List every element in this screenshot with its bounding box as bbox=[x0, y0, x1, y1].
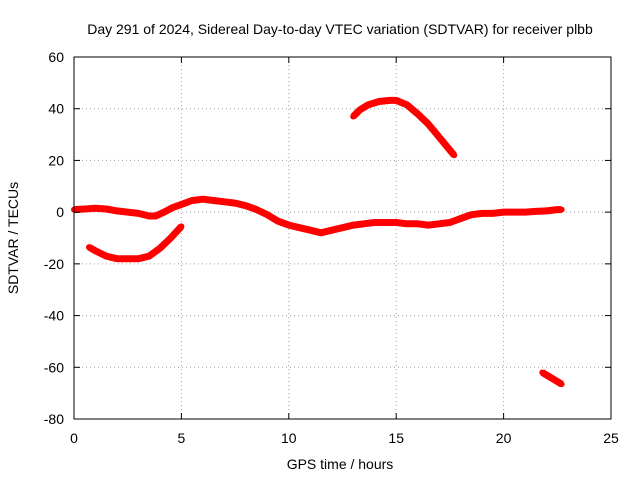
data-point bbox=[403, 220, 410, 227]
data-point bbox=[242, 202, 249, 209]
data-series bbox=[71, 96, 565, 388]
data-point bbox=[382, 219, 389, 226]
y-tick-label: -60 bbox=[44, 359, 64, 375]
grid-lines bbox=[74, 57, 611, 419]
data-point bbox=[446, 147, 453, 154]
data-point bbox=[489, 210, 496, 217]
y-axis-label: SDTVAR / TECUs bbox=[5, 182, 21, 294]
data-point bbox=[253, 206, 260, 213]
data-point bbox=[468, 211, 475, 218]
data-point bbox=[350, 113, 357, 120]
data-point bbox=[414, 220, 421, 227]
x-tick-label: 5 bbox=[178, 430, 186, 446]
y-tick-label: -20 bbox=[44, 256, 64, 272]
y-tick-label: -40 bbox=[44, 308, 64, 324]
data-point bbox=[210, 197, 217, 204]
data-point bbox=[156, 245, 163, 252]
x-tick-label: 0 bbox=[70, 430, 78, 446]
data-point bbox=[558, 206, 565, 213]
chart-title: Day 291 of 2024, Sidereal Day-to-day VTE… bbox=[87, 21, 593, 37]
tick-labels: 0 5 10 15 20 25 -80 -60 -40 -20 0 20 40 60 bbox=[44, 49, 619, 446]
x-axis-label: GPS time / hours bbox=[287, 456, 394, 472]
plot-frame bbox=[73, 56, 612, 420]
data-point bbox=[522, 209, 529, 216]
data-point bbox=[103, 206, 110, 212]
data-point bbox=[135, 255, 142, 262]
y-tick-label: 0 bbox=[56, 204, 64, 220]
data-point bbox=[539, 369, 546, 376]
data-point bbox=[446, 219, 453, 226]
data-point bbox=[532, 208, 539, 215]
data-point bbox=[371, 219, 378, 226]
data-point bbox=[167, 235, 174, 241]
data-point bbox=[386, 97, 393, 104]
y-tick-label: 20 bbox=[48, 152, 64, 168]
data-point bbox=[403, 101, 410, 108]
x-tick-label: 25 bbox=[603, 430, 619, 446]
data-point bbox=[356, 107, 363, 113]
data-point bbox=[114, 207, 120, 214]
data-point bbox=[189, 197, 196, 204]
data-point bbox=[543, 207, 550, 214]
data-point bbox=[285, 222, 292, 229]
tick-marks bbox=[73, 56, 612, 420]
data-point bbox=[275, 218, 282, 225]
data-point bbox=[511, 209, 518, 216]
data-point bbox=[169, 204, 176, 211]
x-tick-label: 10 bbox=[281, 430, 297, 446]
data-point bbox=[92, 247, 99, 254]
data-point bbox=[103, 253, 110, 260]
data-point bbox=[178, 201, 185, 208]
data-point bbox=[393, 97, 400, 104]
data-point bbox=[365, 101, 372, 108]
data-point bbox=[124, 209, 131, 216]
data-point bbox=[339, 224, 346, 231]
data-point bbox=[558, 381, 565, 388]
data-point bbox=[350, 222, 357, 229]
data-point bbox=[425, 121, 432, 128]
data-point bbox=[414, 110, 421, 117]
data-point bbox=[199, 196, 206, 203]
data-point bbox=[81, 206, 88, 212]
data-point bbox=[436, 220, 443, 227]
y-tick-label: -80 bbox=[44, 411, 64, 427]
data-point bbox=[451, 152, 458, 159]
data-point bbox=[376, 98, 382, 105]
data-point bbox=[296, 224, 303, 231]
data-point bbox=[318, 229, 324, 236]
y-tick-label: 40 bbox=[48, 101, 64, 117]
data-point bbox=[152, 213, 159, 219]
data-point bbox=[86, 244, 92, 251]
data-series-line bbox=[350, 96, 457, 158]
data-point bbox=[457, 215, 464, 222]
data-point bbox=[92, 205, 99, 212]
data-point bbox=[264, 211, 271, 218]
x-tick-label: 20 bbox=[496, 430, 512, 446]
data-point bbox=[425, 222, 432, 229]
data-point bbox=[146, 213, 153, 219]
data-point bbox=[500, 209, 507, 216]
data-series-line bbox=[87, 224, 184, 263]
x-tick-label: 15 bbox=[388, 430, 404, 446]
data-point bbox=[393, 219, 400, 226]
data-point bbox=[135, 210, 142, 217]
data-point bbox=[221, 198, 228, 205]
data-point bbox=[178, 223, 185, 230]
data-point bbox=[124, 255, 131, 262]
data-point bbox=[436, 134, 443, 141]
data-point bbox=[479, 210, 486, 217]
data-point bbox=[307, 227, 314, 234]
data-point bbox=[146, 253, 153, 260]
data-point bbox=[232, 200, 239, 207]
data-point bbox=[361, 220, 367, 227]
data-point bbox=[161, 209, 168, 216]
data-point bbox=[114, 255, 120, 262]
data-point bbox=[328, 227, 335, 234]
y-tick-label: 60 bbox=[48, 49, 64, 65]
data-point bbox=[554, 206, 561, 213]
data-point bbox=[547, 374, 554, 381]
